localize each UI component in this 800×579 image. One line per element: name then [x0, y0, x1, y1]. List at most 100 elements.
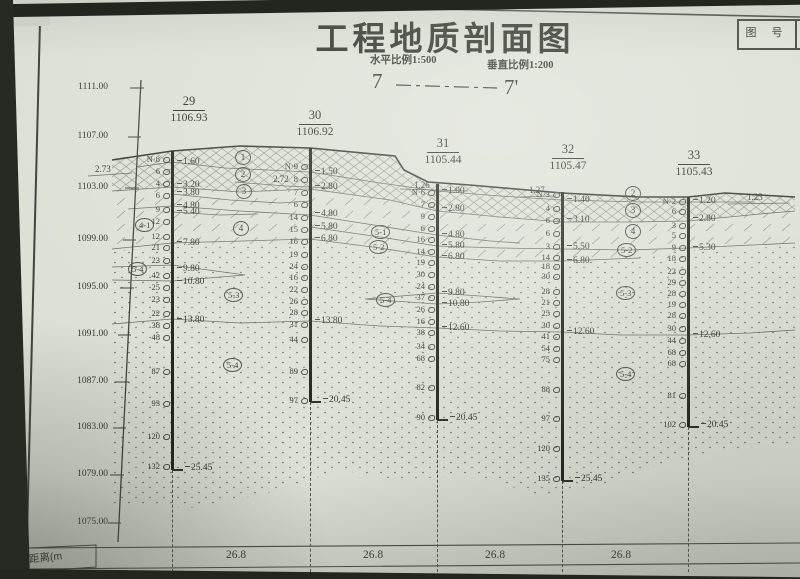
- sampler-symbol: [679, 422, 686, 428]
- elevation-label: 1103.00: [77, 182, 108, 192]
- n-value: 26: [416, 304, 426, 314]
- depth-label: 13.80: [315, 316, 342, 326]
- n-value: 132: [147, 461, 160, 471]
- n-value: 14: [541, 252, 551, 262]
- n-value: 34: [416, 341, 426, 351]
- sampler-symbol: [301, 164, 308, 170]
- borehole-bottom-tick: [311, 401, 321, 403]
- sampler-symbol: [163, 434, 170, 440]
- depth-label: 4.80: [177, 201, 200, 211]
- n-value: 102: [663, 419, 676, 429]
- sampler-symbol: [679, 269, 686, 275]
- final-depth-label: 25.45: [185, 463, 212, 473]
- n-value: 18: [541, 261, 551, 271]
- layer-sublayer-label: 5-2: [617, 243, 637, 257]
- n-value: 31: [289, 319, 299, 329]
- elevation-label: 1079.00: [77, 469, 108, 479]
- sampler-symbol: [428, 284, 435, 290]
- n-value: 22: [289, 284, 299, 294]
- sampler-symbol: [163, 273, 170, 279]
- n-value: 120: [537, 443, 550, 453]
- depth-label: 1.60: [177, 157, 200, 167]
- n-value: 14: [289, 212, 299, 222]
- sampler-symbol: [428, 344, 435, 350]
- sampler-symbol: [301, 322, 308, 328]
- distance-value: 26.8: [226, 549, 247, 561]
- sampler-symbol: [553, 311, 560, 317]
- depth-label: 2.80: [315, 182, 338, 192]
- horizontal-scale-label: 水平比例1:500: [370, 55, 437, 66]
- borehole-id: 33: [677, 148, 711, 165]
- n-value: 4: [545, 203, 550, 213]
- sampler-symbol: [679, 256, 686, 262]
- borehole-elevation: 1105.47: [549, 160, 587, 172]
- n-value: 3: [545, 241, 550, 251]
- sampler-symbol: [301, 275, 308, 281]
- layer-number-circle: 1: [235, 150, 251, 165]
- borehole-label: 32 1105.47: [537, 140, 599, 172]
- n-value: 30: [667, 323, 677, 333]
- n-value: 23: [151, 255, 161, 265]
- sampler-symbol: [679, 361, 686, 367]
- sampler-symbol: [553, 387, 560, 393]
- elevation-label: 1075.00: [77, 517, 108, 527]
- sampler-symbol: [428, 295, 435, 301]
- sampler-symbol: [301, 369, 308, 375]
- thickness-annotation: 2.73: [95, 164, 111, 174]
- sampler-symbol: [553, 323, 560, 329]
- distance-value: 26.8: [363, 549, 384, 561]
- sampler-symbol: [428, 237, 435, 243]
- depth-label: 5.50: [567, 242, 590, 252]
- n-value: 12: [151, 216, 161, 226]
- sampler-symbol: [163, 401, 170, 407]
- elevation-ruler: [108, 79, 144, 543]
- sampler-symbol: [163, 219, 170, 225]
- n-value: 68: [667, 358, 677, 368]
- layer-number-circle: 4: [625, 224, 641, 239]
- elevation-label: 1095.00: [77, 282, 108, 292]
- n-value: 21: [541, 297, 551, 307]
- n-value: 16: [416, 316, 426, 326]
- n-value: 25: [151, 282, 161, 292]
- layer-number-circle: 3: [236, 184, 252, 199]
- sampler-symbol: [301, 264, 308, 270]
- borehole-line: [687, 197, 690, 427]
- depth-label: 12.60: [442, 323, 469, 333]
- borehole-label: 29 1106.93: [158, 92, 220, 124]
- sampler-symbol: [301, 239, 308, 245]
- borehole-line: [309, 148, 312, 402]
- borehole-label: 33 1105.43: [663, 146, 725, 178]
- depth-label: 5.80: [315, 222, 338, 232]
- sampler-symbol: [553, 192, 560, 198]
- sampler-symbol: [679, 350, 686, 356]
- borehole-projection-dashed: [688, 427, 689, 572]
- sampler-symbol: [428, 356, 435, 362]
- sampler-symbol: [679, 223, 686, 229]
- n-value: 16: [289, 236, 299, 246]
- n-value: 28: [667, 310, 677, 320]
- sampler-symbol: [163, 234, 170, 240]
- n-value: N·8: [146, 154, 160, 164]
- n-value: 81: [667, 390, 677, 400]
- n-value: 9: [420, 211, 425, 221]
- sampler-symbol: [553, 289, 560, 295]
- n-value: 24: [416, 281, 426, 291]
- borehole-bottom-tick: [563, 480, 573, 482]
- depth-label: 13.80: [177, 315, 204, 325]
- layer-sublayer-label: 5-2: [369, 240, 389, 254]
- n-value: 48: [151, 332, 161, 342]
- borehole-projection-dashed: [437, 420, 438, 572]
- n-value: 30: [541, 271, 551, 281]
- sampler-symbol: [163, 297, 170, 303]
- sampler-symbol: [553, 334, 560, 340]
- title-block: 图 号: [737, 19, 800, 50]
- drawing-number-cell: [795, 21, 800, 48]
- elevation-label: 1083.00: [77, 422, 108, 432]
- borehole-projection-dashed: [562, 481, 563, 572]
- sampler-symbol: [679, 291, 686, 297]
- sampler-symbol: [553, 231, 560, 237]
- sampler-symbol: [163, 311, 170, 317]
- sampler-symbol: [679, 302, 686, 308]
- sampler-symbol: [553, 416, 560, 422]
- sampler-symbol: [553, 300, 560, 306]
